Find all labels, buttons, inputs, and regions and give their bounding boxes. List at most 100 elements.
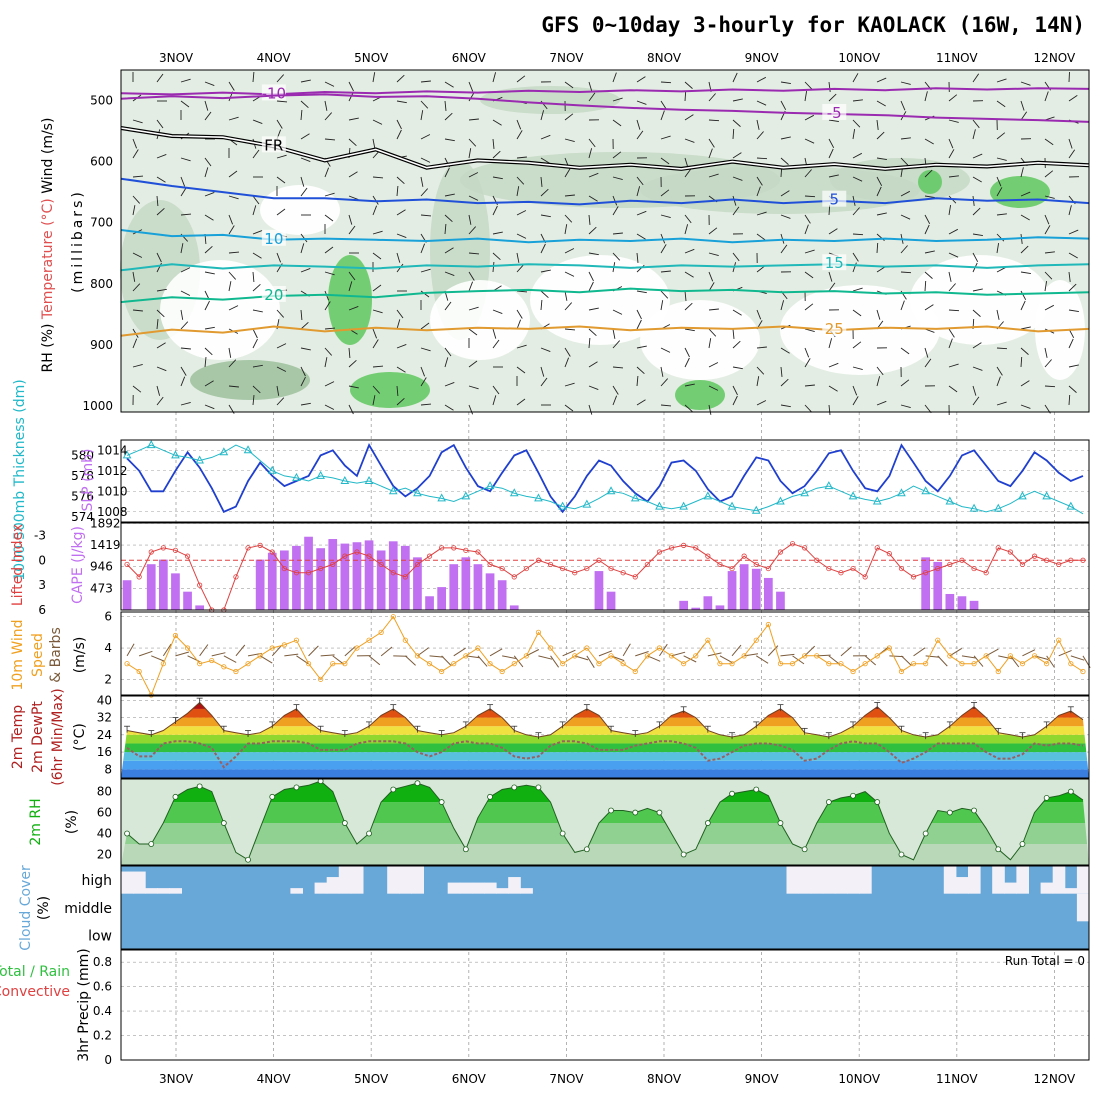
cloud-clear-block xyxy=(1016,866,1029,894)
cloud-clear-block xyxy=(520,888,533,894)
pressure-tick: 1000 xyxy=(82,399,113,413)
cloud-clear-block xyxy=(338,866,352,894)
upper-wind-barb xyxy=(324,327,336,330)
li-marker xyxy=(923,570,929,576)
run-total: Run Total = 0 xyxy=(1005,954,1085,968)
li-marker xyxy=(124,561,130,568)
upper-wind-barb xyxy=(1068,95,1078,102)
upper-wind-barb xyxy=(180,78,191,83)
upper-wind-barb xyxy=(828,362,839,368)
thickness-marker xyxy=(316,470,325,479)
wind-speed-marker xyxy=(644,653,650,659)
upper-wind-barb xyxy=(708,404,712,415)
surface-wind-barb xyxy=(284,653,299,657)
wind-speed-marker xyxy=(705,637,711,643)
rh-marker xyxy=(487,793,493,800)
wind-speed-marker xyxy=(910,661,917,667)
upper-wind-barb xyxy=(420,188,429,197)
upper-wind-barb xyxy=(204,167,209,178)
upper-wind-barb xyxy=(1044,225,1051,235)
upper-wind-barb xyxy=(852,152,863,159)
thickness-marker xyxy=(655,501,664,510)
upper-wind-barb xyxy=(300,366,306,377)
rh-marker xyxy=(777,820,784,826)
li-marker xyxy=(620,570,626,576)
wind-speed-marker xyxy=(947,653,953,659)
upper-wind-barb xyxy=(420,110,424,121)
upper-wind-barb xyxy=(948,252,959,258)
upper-wind-barb xyxy=(780,378,789,387)
cape-tick: 946 xyxy=(90,560,113,574)
upper-wind-barb xyxy=(996,243,1000,254)
thickness-marker xyxy=(582,499,592,508)
chart-title: GFS 0~10day 3-hourly for KAOLACK (16W, 1… xyxy=(541,13,1085,37)
upper-wind-barb xyxy=(396,176,405,185)
surface-wind-barb xyxy=(453,647,466,657)
cape-bar xyxy=(679,600,689,610)
upper-wind-barb xyxy=(732,340,741,349)
cloud-clear-block xyxy=(847,866,860,894)
cape-bar xyxy=(292,545,301,610)
wind-speed-marker xyxy=(451,661,457,667)
upper-wind-barb xyxy=(180,100,190,108)
rh-marker xyxy=(729,790,735,797)
upper-wind-barb xyxy=(588,138,596,148)
li-marker xyxy=(233,574,239,580)
date-label-top: 6NOV xyxy=(452,51,487,65)
wind-tick: 4 xyxy=(104,641,112,655)
upper-wind-barb xyxy=(180,321,189,330)
wind-speed-line xyxy=(126,615,1084,697)
upper-wind-barb xyxy=(996,157,1007,161)
upper-wind-barb xyxy=(204,100,209,111)
profile-labels: RH (%) Temperature (°C) Wind (m/s) xyxy=(40,118,56,373)
upper-wind-barb xyxy=(300,109,303,121)
upper-wind-barb xyxy=(252,309,263,313)
precip-label-1: Total / Rain xyxy=(0,964,70,980)
cloud-clear-block xyxy=(447,882,461,894)
thickness-tick: 576 xyxy=(71,489,94,503)
upper-wind-barb xyxy=(468,118,479,121)
surface-wind-barb xyxy=(767,645,779,657)
upper-wind-barb xyxy=(468,148,472,159)
wind-speed-marker xyxy=(886,645,892,651)
contour-label: 10 xyxy=(264,230,283,248)
li-marker xyxy=(765,565,771,572)
upper-wind-barb xyxy=(804,81,813,90)
upper-wind-barb xyxy=(252,385,261,394)
wind-speed-marker xyxy=(184,645,191,651)
upper-wind-barb xyxy=(1020,271,1031,275)
wind-speed-marker xyxy=(269,645,275,651)
surface-wind-barb xyxy=(780,653,795,657)
upper-wind-barb xyxy=(228,214,234,225)
thickness-marker xyxy=(485,481,495,490)
rh-marker xyxy=(462,846,469,853)
upper-wind-barb xyxy=(660,270,671,273)
upper-wind-barb xyxy=(732,195,737,206)
li-marker xyxy=(535,557,542,563)
panel-frame-temp xyxy=(120,695,1090,779)
wind-speed-marker xyxy=(354,645,360,651)
upper-wind-barb xyxy=(444,247,454,254)
wind-speed-marker xyxy=(874,653,880,659)
upper-wind-barb xyxy=(924,347,929,358)
cape-bar xyxy=(425,596,434,610)
date-label-bottom: 6NOV xyxy=(452,1072,487,1086)
upper-wind-barb xyxy=(180,376,186,387)
rh-marker xyxy=(148,841,155,847)
cape-bar xyxy=(437,587,447,610)
upper-wind-barb xyxy=(444,347,452,357)
wind-speed-marker xyxy=(439,668,445,675)
upper-wind-barb xyxy=(228,347,232,358)
rh-marker xyxy=(971,807,977,814)
upper-wind-barb xyxy=(684,271,694,278)
upper-wind-barb xyxy=(564,113,574,121)
upper-wind-barb xyxy=(924,250,935,254)
upper-wind-barb xyxy=(684,214,692,224)
upper-wind-barb xyxy=(852,252,859,262)
precip-tick: 0 xyxy=(104,1053,112,1067)
slp-tick: 1010 xyxy=(97,484,128,498)
upper-wind-barb xyxy=(732,206,740,216)
thickness-marker xyxy=(1042,491,1051,500)
upper-wind-barb xyxy=(900,214,911,220)
rh-marker xyxy=(1019,841,1026,847)
